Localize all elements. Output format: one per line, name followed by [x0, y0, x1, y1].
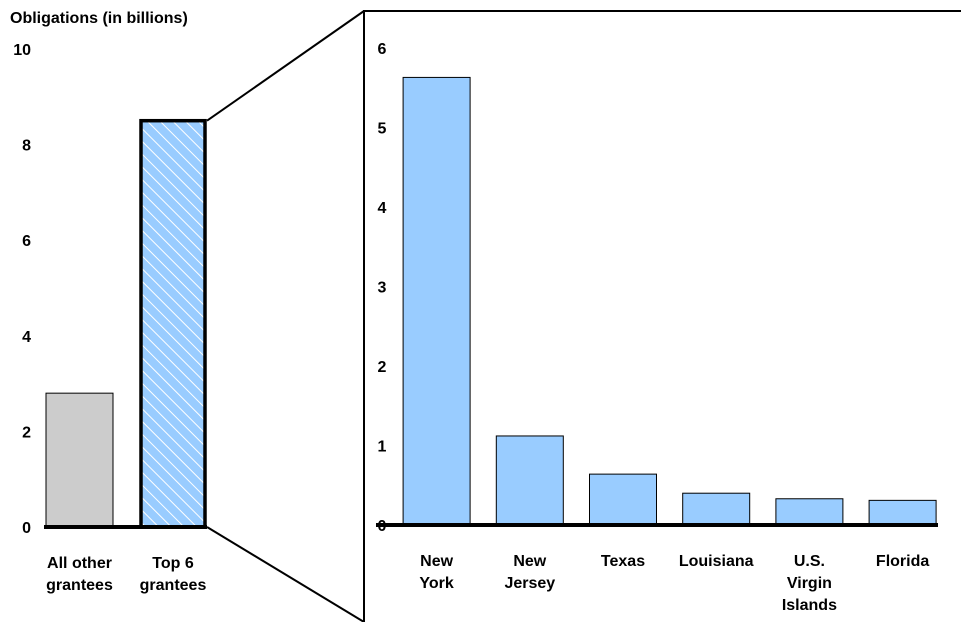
right-bar-4	[775, 498, 844, 526]
right-bar-2	[589, 473, 657, 526]
right-category-label-4-2: Islands	[782, 597, 837, 614]
left-y-tick-5: 10	[13, 42, 31, 59]
right-category-label-4-0: U.S.	[794, 553, 825, 570]
left-category-label-0-1: grantees	[46, 577, 113, 594]
left-category-label-0-0: All other	[47, 555, 112, 572]
right-bar-0	[402, 76, 471, 526]
left-y-tick-0: 0	[22, 520, 31, 537]
right-category-label-3-0: Louisiana	[679, 553, 754, 570]
left-y-tick-1: 2	[22, 424, 31, 441]
zoom-connector-lines	[206, 10, 365, 622]
zoom-line-top	[206, 10, 365, 122]
right-category-label-0-0: New	[420, 553, 453, 570]
right-category-label-4-1: Virgin	[787, 575, 832, 592]
right-y-tick-1: 1	[378, 439, 387, 456]
left-category-label-1-1: grantees	[140, 577, 207, 594]
right-y-tick-2: 2	[378, 359, 387, 376]
left-category-label-1-0: Top 6	[152, 555, 194, 572]
right-category-label-2-0: Texas	[601, 553, 645, 570]
right-y-tick-6: 6	[378, 41, 387, 58]
right-bar-chart: 0123456NewYorkNewJerseyTexasLouisianaU.S…	[363, 10, 961, 622]
y-axis-title: Obligations (in billions)	[10, 10, 188, 27]
right-category-label-1-1: Jersey	[504, 575, 555, 592]
left-y-tick-4: 8	[22, 138, 31, 155]
right-y-tick-3: 3	[378, 280, 387, 297]
left-bar-1	[139, 118, 207, 529]
zoom-line-bottom	[206, 526, 365, 622]
right-category-label-5-0: Florida	[876, 553, 929, 570]
right-y-tick-5: 5	[378, 121, 387, 138]
left-bar-chart: 0 2 4 6 8 10 All other grantees Top 6 grantees	[13, 42, 207, 594]
right-bar-1	[495, 435, 564, 526]
left-y-tick-2: 4	[22, 329, 31, 346]
left-y-tick-3: 6	[22, 233, 31, 250]
left-bar-0	[45, 392, 114, 528]
zoom-panel-frame	[363, 10, 961, 622]
right-category-label-0-1: York	[419, 575, 453, 592]
right-y-tick-4: 4	[378, 200, 387, 217]
right-bar-3	[682, 492, 751, 526]
right-category-label-1-0: New	[513, 553, 546, 570]
right-bar-5	[868, 499, 937, 526]
